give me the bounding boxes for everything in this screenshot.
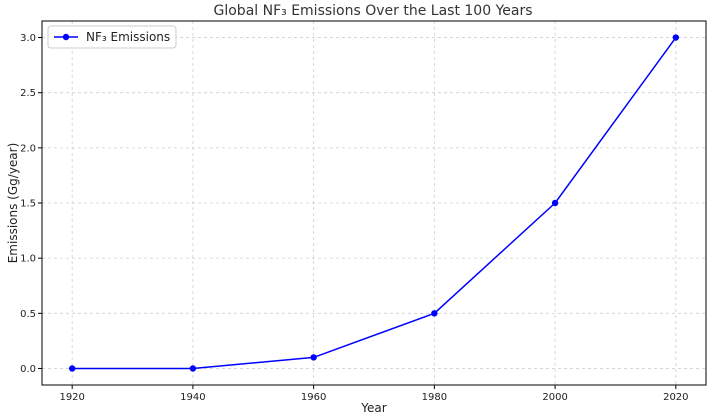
x-tick-label: 1940 xyxy=(180,392,205,403)
x-tick-label: 2000 xyxy=(542,392,567,403)
legend-label: NF₃ Emissions xyxy=(86,30,170,44)
data-point xyxy=(68,365,76,372)
data-point xyxy=(672,34,680,41)
x-tick-label: 1920 xyxy=(59,392,84,403)
axis-ticks: 1920 1940 1960 1980 2000 2020 0.0 0.5 1.0 1.5 2.0 2… xyxy=(20,33,688,403)
x-tick-label: 1980 xyxy=(422,392,447,403)
chart-title: Global NF₃ Emissions Over the Last 100 Y… xyxy=(214,3,533,19)
data-point xyxy=(431,310,438,317)
y-tick-label: 1.5 xyxy=(20,199,36,210)
grid xyxy=(42,21,706,385)
legend-marker xyxy=(62,33,70,41)
data-point xyxy=(310,354,317,361)
legend: NF₃ Emissions xyxy=(47,25,177,49)
y-tick-label: 1.0 xyxy=(20,254,36,265)
legend-box xyxy=(47,25,177,49)
y-tick-label: 3.0 xyxy=(20,33,36,44)
y-tick-label: 0.5 xyxy=(20,309,36,320)
data-point xyxy=(189,365,197,372)
y-tick-label: 0.0 xyxy=(20,364,36,375)
data-point xyxy=(551,199,559,207)
y-tick-label: 2.5 xyxy=(20,88,36,99)
y-axis-label: Emissions (Gg/year) xyxy=(6,143,20,264)
series-line xyxy=(72,37,677,370)
x-axis-label: Year xyxy=(360,401,386,415)
x-tick-label: 1960 xyxy=(301,392,326,403)
series xyxy=(68,34,680,372)
y-tick-label: 2.0 xyxy=(20,143,36,154)
x-tick-label: 2020 xyxy=(663,392,688,403)
